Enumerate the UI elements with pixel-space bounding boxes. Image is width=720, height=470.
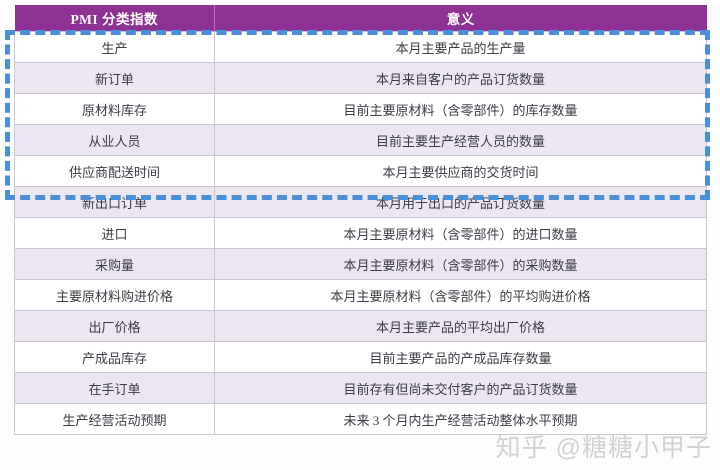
table-row[interactable]: 生产 本月主要产品的生产量	[14, 31, 707, 63]
cell-meaning: 目前主要产品的产成品库存数量	[214, 341, 707, 373]
cell-index-name: 从业人员	[14, 124, 215, 156]
cell-meaning: 未来 3 个月内生产经营活动整体水平预期	[214, 403, 707, 435]
table-body: 生产 本月主要产品的生产量 新订单 本月来自客户的产品订货数量 原材料库存 目前主要原材料…	[14, 31, 707, 435]
cell-index-name: 产成品库存	[14, 341, 215, 373]
table-row[interactable]: 采购量 本月主要原材料（含零部件）的采购数量	[14, 248, 707, 280]
cell-meaning: 目前主要生产经营人员的数量	[214, 124, 707, 156]
cell-index-name: 在手订单	[14, 372, 215, 404]
table-row[interactable]: 从业人员 目前主要生产经营人员的数量	[14, 124, 707, 156]
cell-meaning: 本月用于出口的产品订货数量	[214, 186, 707, 218]
table-row[interactable]: 产成品库存 目前主要产品的产成品库存数量	[14, 341, 707, 373]
cell-meaning: 本月主要产品的生产量	[214, 31, 707, 63]
cell-index-name: 进口	[14, 217, 215, 249]
cell-index-name: 新订单	[14, 62, 215, 94]
cell-index-name: 新出口订单	[14, 186, 215, 218]
cell-index-name: 生产经营活动预期	[14, 403, 215, 435]
table-row[interactable]: 新出口订单 本月用于出口的产品订货数量	[14, 186, 707, 218]
cell-index-name: 主要原材料购进价格	[14, 279, 215, 311]
column-header-meaning: 意义	[214, 5, 707, 32]
cell-meaning: 本月主要原材料（含零部件）的平均购进价格	[214, 279, 707, 311]
cell-meaning: 本月来自客户的产品订货数量	[214, 62, 707, 94]
column-header-index: PMI 分类指数	[14, 5, 215, 32]
table-row[interactable]: 生产经营活动预期 未来 3 个月内生产经营活动整体水平预期	[14, 403, 707, 435]
cell-meaning: 目前存有但尚未交付客户的产品订货数量	[214, 372, 707, 404]
cell-meaning: 本月主要原材料（含零部件）的进口数量	[214, 217, 707, 249]
table-row[interactable]: 进口 本月主要原材料（含零部件）的进口数量	[14, 217, 707, 249]
cell-index-name: 原材料库存	[14, 93, 215, 125]
cell-index-name: 生产	[14, 31, 215, 63]
cell-index-name: 采购量	[14, 248, 215, 280]
table-header-row: PMI 分类指数 意义	[14, 5, 707, 32]
cell-meaning: 目前主要原材料（含零部件）的库存数量	[214, 93, 707, 125]
table-row[interactable]: 出厂价格 本月主要产品的平均出厂价格	[14, 310, 707, 342]
cell-meaning: 本月主要产品的平均出厂价格	[214, 310, 707, 342]
cell-meaning: 本月主要供应商的交货时间	[214, 155, 707, 187]
pmi-subindex-table: PMI 分类指数 意义 生产 本月主要产品的生产量 新订单 本月来自客户的产品订货数量…	[14, 5, 707, 435]
cell-meaning: 本月主要原材料（含零部件）的采购数量	[214, 248, 707, 280]
table-row[interactable]: 主要原材料购进价格 本月主要原材料（含零部件）的平均购进价格	[14, 279, 707, 311]
table-row[interactable]: 新订单 本月来自客户的产品订货数量	[14, 62, 707, 94]
cell-index-name: 供应商配送时间	[14, 155, 215, 187]
cell-index-name: 出厂价格	[14, 310, 215, 342]
table-header: PMI 分类指数 意义	[14, 5, 707, 32]
table-row[interactable]: 在手订单 目前存有但尚未交付客户的产品订货数量	[14, 372, 707, 404]
table-row[interactable]: 供应商配送时间 本月主要供应商的交货时间	[14, 155, 707, 187]
table-row[interactable]: 原材料库存 目前主要原材料（含零部件）的库存数量	[14, 93, 707, 125]
